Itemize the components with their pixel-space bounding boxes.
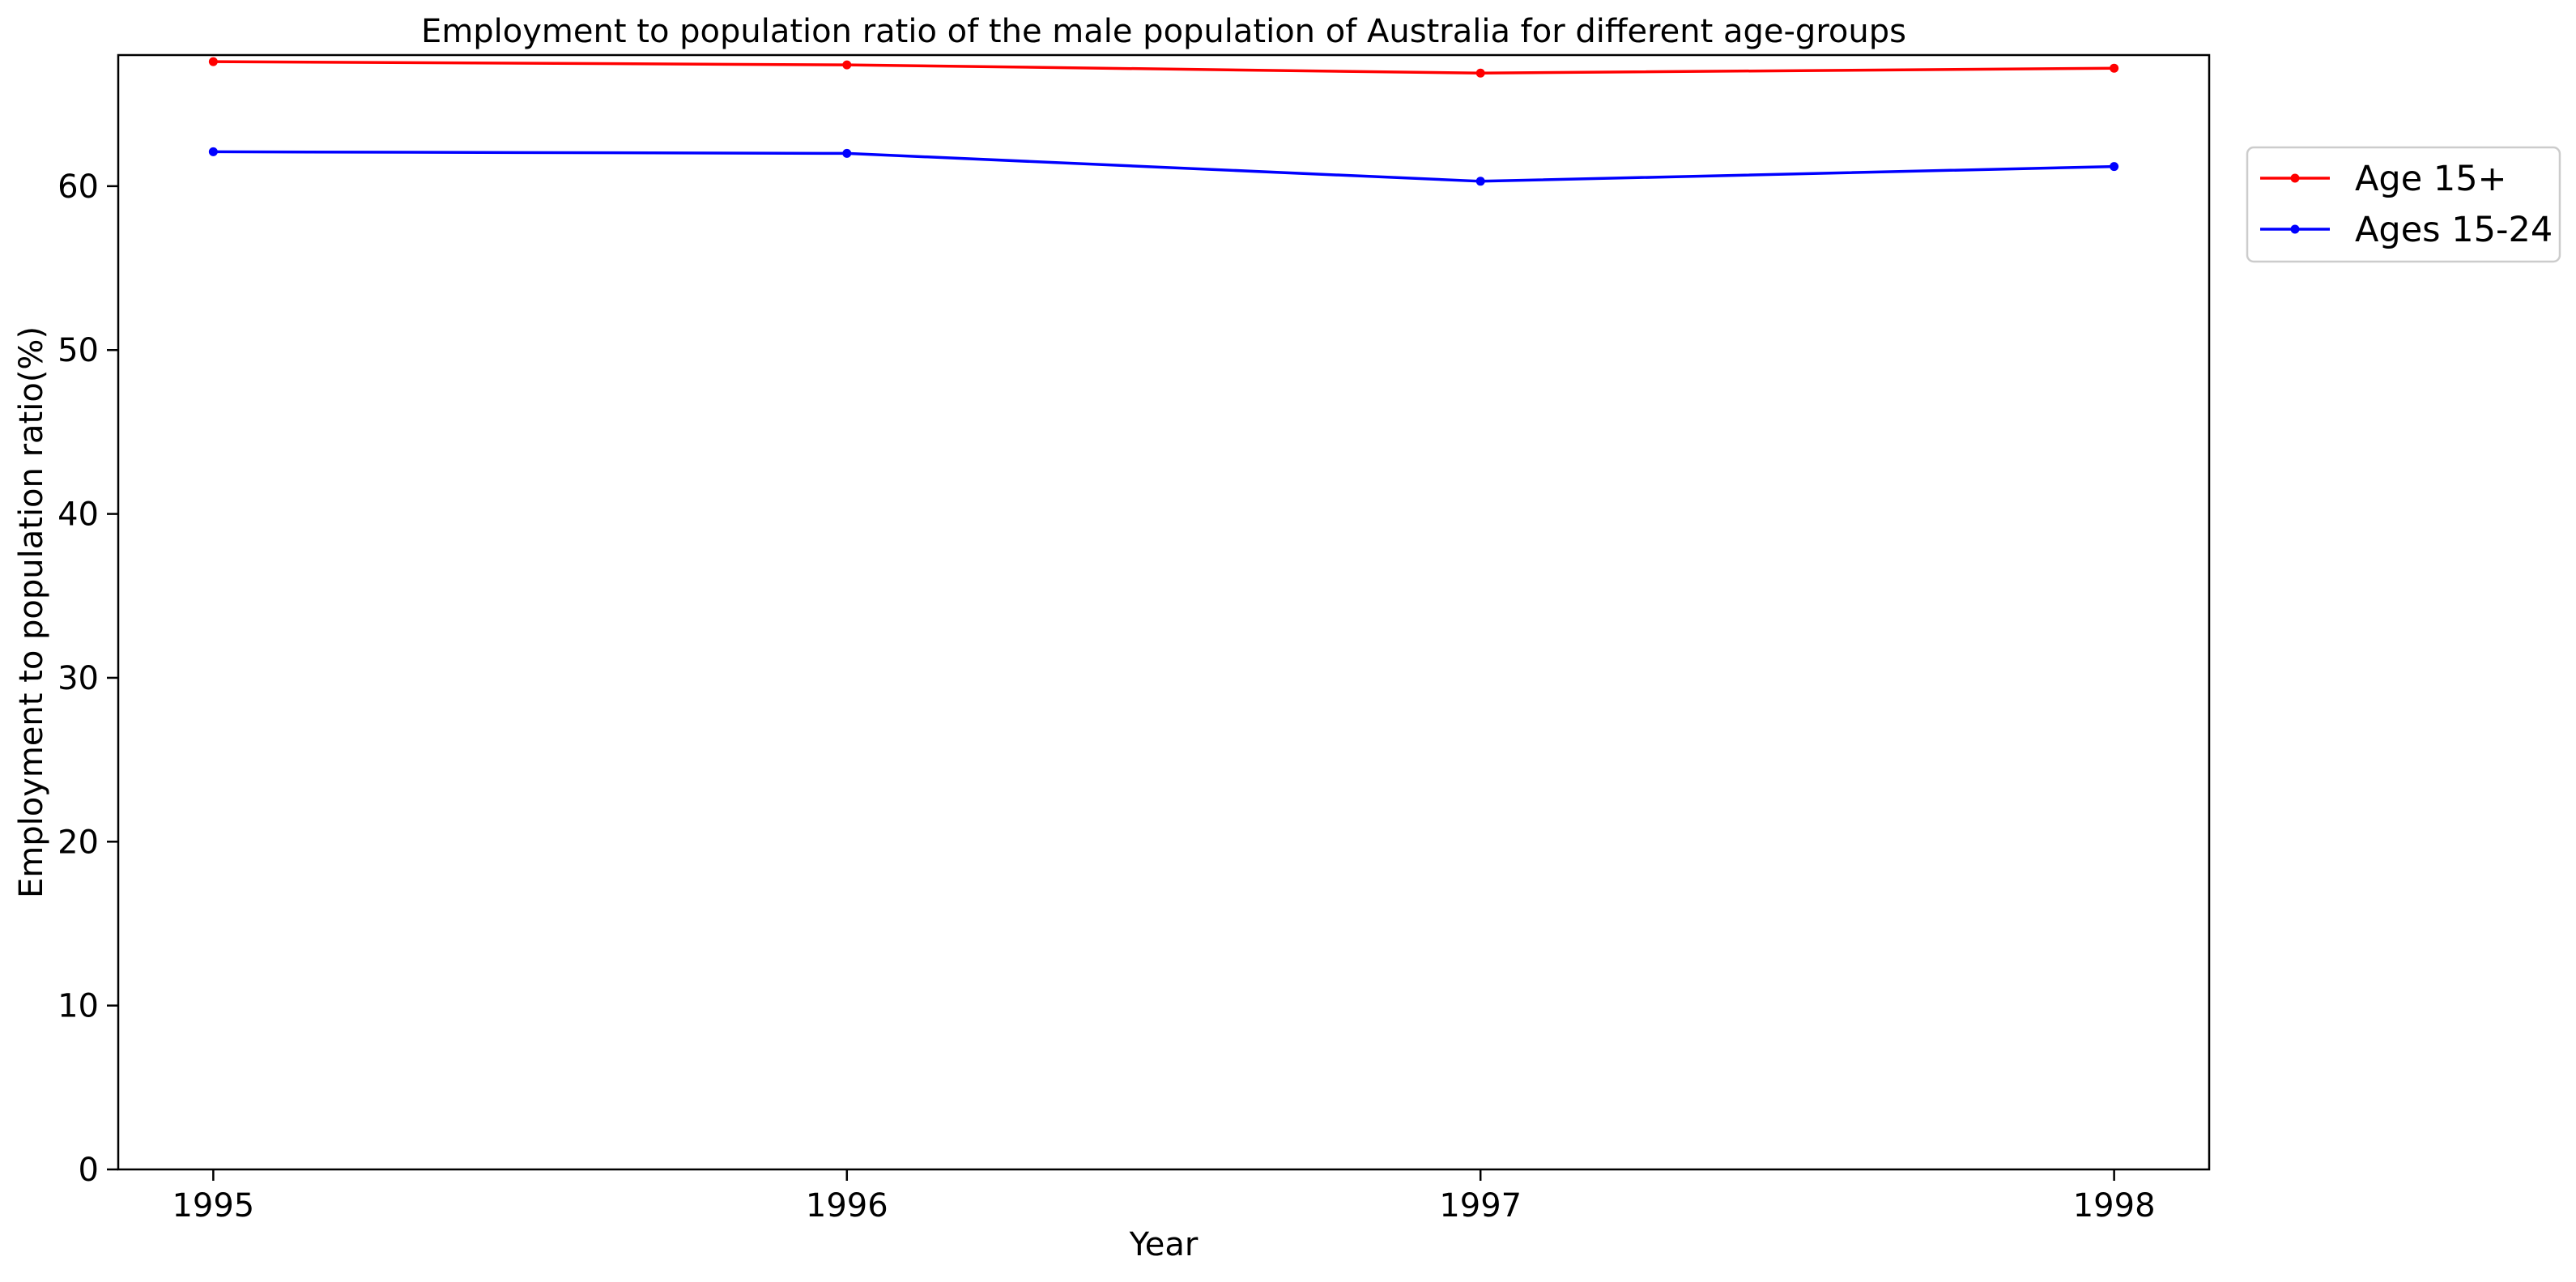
x-tick-label: 1998 bbox=[2073, 1187, 2156, 1225]
legend-box bbox=[2246, 146, 2561, 263]
y-tick-label: 60 bbox=[57, 168, 99, 206]
y-tick-label: 20 bbox=[57, 824, 99, 861]
y-tick-label: 50 bbox=[57, 332, 99, 369]
legend-items: Age 15+ Ages 15-24 bbox=[2260, 159, 2553, 250]
y-axis-label: Employment to population ratio(%) bbox=[13, 326, 50, 898]
y-axis: 0 10 20 30 40 50 60 bbox=[57, 168, 118, 1189]
series-line-ages-15-24 bbox=[213, 150, 2114, 183]
x-tick-label: 1997 bbox=[1439, 1187, 1522, 1225]
plot-area bbox=[117, 53, 2211, 1171]
x-axis-label: Year bbox=[1129, 1226, 1199, 1263]
chart-title: Employment to population ratio of the ma… bbox=[421, 13, 1906, 50]
data-point-ages-15-24 bbox=[208, 147, 218, 156]
y-tick-label: 10 bbox=[57, 988, 99, 1025]
x-tick-label: 1995 bbox=[172, 1187, 254, 1225]
y-tick-label: 0 bbox=[79, 1152, 99, 1189]
series-layer bbox=[208, 57, 2119, 186]
data-point-age-15 bbox=[1475, 68, 1485, 78]
data-point-ages-15-24 bbox=[842, 148, 852, 158]
legend-label-age-15: Age 15+ bbox=[2355, 159, 2507, 199]
data-point-age-15 bbox=[2110, 63, 2119, 73]
y-tick-label: 40 bbox=[57, 496, 99, 534]
x-tick-label: 1996 bbox=[806, 1187, 888, 1225]
legend-label-ages-15-24: Ages 15-24 bbox=[2355, 210, 2553, 250]
plot-frame bbox=[117, 53, 2211, 1171]
series-line-age-15 bbox=[213, 60, 2114, 75]
y-tick-label: 30 bbox=[57, 660, 99, 697]
data-point-ages-15-24 bbox=[2110, 162, 2119, 172]
chart-legend: Age 15+ Ages 15-24 bbox=[2246, 146, 2561, 263]
data-point-ages-15-24 bbox=[1475, 177, 1485, 186]
legend-marker-age-15 bbox=[2290, 173, 2300, 183]
data-point-age-15 bbox=[208, 57, 218, 66]
data-point-age-15 bbox=[842, 60, 852, 70]
legend-marker-ages-15-24 bbox=[2290, 224, 2300, 234]
x-axis: 1995 1996 1997 1998 bbox=[172, 1169, 2156, 1225]
